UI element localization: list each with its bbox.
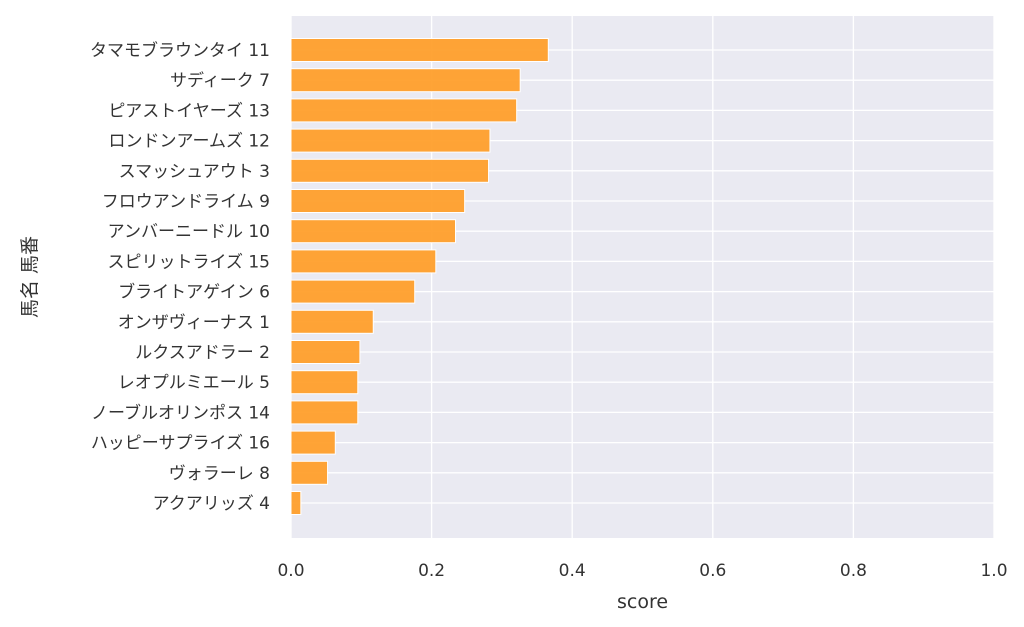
y-tick-label: ノーブルオリンポス 14	[91, 402, 270, 423]
y-tick-label: ロンドンアームズ 12	[108, 132, 270, 152]
bar	[290, 400, 359, 425]
y-tick-label: ピアストイヤーズ 13	[108, 101, 270, 121]
bar	[290, 98, 518, 123]
bars	[290, 38, 549, 515]
y-tick-label: アクアリッズ 4	[153, 494, 270, 514]
bar	[290, 38, 549, 62]
bar	[290, 491, 302, 515]
bar	[290, 309, 374, 334]
bar	[290, 189, 466, 213]
y-tick-label: サディーク 7	[170, 70, 270, 91]
y-tick-label: ルクスアドラー 2	[135, 343, 270, 363]
bar	[290, 249, 437, 274]
y-tick-label: アンバーニードル 10	[108, 222, 270, 242]
x-tick-labels: 0.0 0.2 0.4 0.6 0.8 1.0	[277, 561, 1007, 581]
bar	[290, 219, 457, 244]
x-tick-label: 0.6	[699, 561, 726, 581]
bar	[290, 460, 329, 485]
x-tick-label: 0.0	[277, 561, 304, 581]
y-tick-label: スマッシュアウト 3	[119, 162, 270, 182]
x-tick-label: 0.4	[559, 561, 586, 581]
y-tick-label: ブライトアゲイン 6	[118, 282, 270, 303]
y-tick-label: オンザヴィーナス 1	[118, 313, 270, 333]
bar	[290, 158, 490, 183]
bar	[290, 128, 491, 153]
x-tick-label: 0.2	[418, 561, 445, 581]
y-tick-label: スピリットライズ 15	[107, 252, 270, 272]
x-tick-label: 0.8	[840, 561, 867, 581]
y-axis-title: 馬名 馬番	[19, 236, 41, 318]
x-tick-label: 1.0	[980, 561, 1007, 581]
bar	[290, 340, 361, 364]
x-axis-title: score	[617, 591, 668, 613]
bar	[290, 430, 336, 455]
y-tick-label: ハッピーサプライズ 16	[91, 434, 270, 454]
y-tick-label: タマモブラウンタイ 11	[90, 40, 270, 61]
bar	[290, 279, 416, 304]
plot-area	[291, 16, 994, 538]
y-tick-label: ヴォラーレ 8	[169, 464, 270, 484]
bar	[290, 68, 521, 93]
y-tick-label: フロウアンドライム 9	[102, 192, 270, 212]
y-tick-label: レオプルミエール 5	[118, 373, 270, 393]
bar	[290, 370, 359, 395]
y-tick-labels: タマモブラウンタイ 11 サディーク 7 ピアストイヤーズ 13 ロンドンアームズ 1…	[90, 40, 270, 514]
